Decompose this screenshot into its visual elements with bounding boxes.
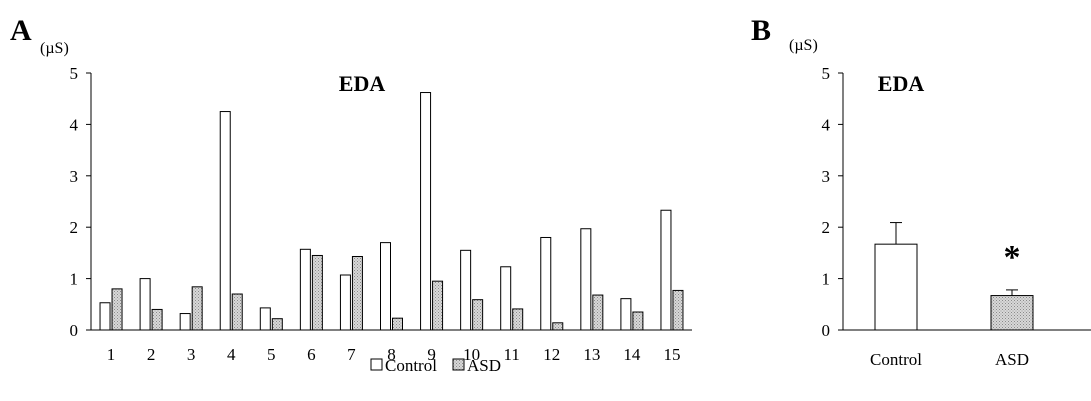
panel-a-x-tick-label: 5: [267, 345, 276, 364]
panel-a-bar-asd: [672, 289, 684, 331]
panel-a-x-tick-label: 8: [387, 345, 396, 364]
panel-a-bar-control: [219, 111, 231, 331]
panel-a-bar-asd: [632, 311, 644, 331]
panel-a-bar-control: [299, 248, 311, 331]
panel-a-bar-control: [460, 249, 472, 331]
panel-b-x-tick-label: Control: [870, 350, 922, 369]
panel-a-x-tick-label: 9: [427, 345, 436, 364]
panel-a-x-tick-label: 2: [147, 345, 156, 364]
panel-a-bar-asd: [392, 317, 403, 331]
panel-a-x-tick-label: 11: [504, 345, 520, 364]
panel-a-bar-asd: [191, 286, 203, 331]
panel-a-x-tick-label: 13: [583, 345, 600, 364]
panel-a-bar-control: [339, 274, 351, 331]
panel-a-bar-asd: [271, 318, 283, 331]
panel-b-x-tick-label: ASD: [995, 350, 1029, 369]
panel-a-bar-asd: [351, 255, 363, 331]
panel-a-bar-control: [420, 92, 432, 331]
panel-a-bar-asd: [311, 254, 323, 331]
panel-a-x-tick-label: 1: [107, 345, 116, 364]
panel-a-bar-control: [259, 307, 271, 331]
panel-a-y-unit: (µS): [40, 40, 69, 57]
panel-a-bar-asd: [592, 294, 604, 331]
panel-a-y-tick-label: 1: [70, 270, 79, 289]
panel-a-x-tick-label: 7: [347, 345, 356, 364]
panel-a-x-tick-label: 3: [187, 345, 196, 364]
panel-a-y-tick-label: 3: [70, 167, 79, 186]
panel-a-y-tick-label: 2: [70, 218, 79, 237]
panel-a-x-tick-label: 10: [463, 345, 480, 364]
panel-b-y-tick-label: 5: [822, 64, 831, 83]
panel-a-bar-control: [179, 313, 191, 331]
panel-a-bar-asd: [151, 308, 163, 331]
panel-b-y-tick-label: 3: [822, 167, 831, 186]
panel-b-letter: B: [751, 14, 771, 47]
panel-b-y-unit: (µS): [789, 37, 818, 54]
panel-a-bar-control: [99, 302, 111, 331]
panel-b-bar-control: [874, 243, 918, 331]
legend-control-label: Control: [385, 356, 437, 375]
legend: Control ASD: [370, 356, 501, 375]
panel-b-y-tick-label: 4: [822, 115, 831, 134]
panel-b-title: EDA: [878, 71, 925, 96]
panel-b-y-tick-label: 0: [822, 321, 831, 340]
panel-a-x-tick-label: 12: [543, 345, 560, 364]
panel-b-chart: 0 1 2 3 4 5 Control ASD *: [822, 64, 1091, 369]
panel-a-bar-control: [620, 298, 632, 331]
panel-b-y-tick-label: 2: [822, 218, 831, 237]
panel-a-bar-control: [660, 209, 672, 331]
panel-a-x-tick-label: 15: [663, 345, 680, 364]
panel-a-x-tick-label: 14: [623, 345, 641, 364]
panel-a-bar-asd: [512, 308, 524, 331]
panel-a-bar-control: [139, 278, 151, 331]
panel-a-bar-control: [540, 236, 552, 331]
panel-b-y-tick-label: 1: [822, 270, 831, 289]
panel-a-y-tick-label: 5: [70, 64, 79, 83]
legend-asd-swatch: [452, 358, 465, 371]
panel-a-y-tick-label: 0: [70, 321, 79, 340]
panel-a-bar-asd: [472, 299, 484, 331]
panel-a-bar-asd: [552, 322, 564, 331]
panel-a-bar-asd: [231, 293, 243, 331]
panel-b-significance-annotation: *: [1004, 239, 1021, 276]
panel-a-bar-asd: [432, 280, 444, 331]
panel-a-bar-asd: [111, 288, 123, 331]
panel-a-bar-control: [500, 266, 512, 331]
legend-control-swatch: [370, 358, 383, 371]
panel-a-y-tick-label: 4: [70, 115, 79, 134]
legend-asd-label: ASD: [467, 356, 501, 375]
panel-b-bar-asd: [990, 295, 1034, 331]
panel-a-letter: A: [10, 14, 32, 47]
panel-a-bar-control: [580, 228, 592, 331]
panel-a-x-tick-label: 4: [227, 345, 236, 364]
panel-a-x-tick-label: 6: [307, 345, 316, 364]
panel-a-bar-control: [380, 242, 391, 331]
panel-a-title: EDA: [339, 71, 386, 96]
